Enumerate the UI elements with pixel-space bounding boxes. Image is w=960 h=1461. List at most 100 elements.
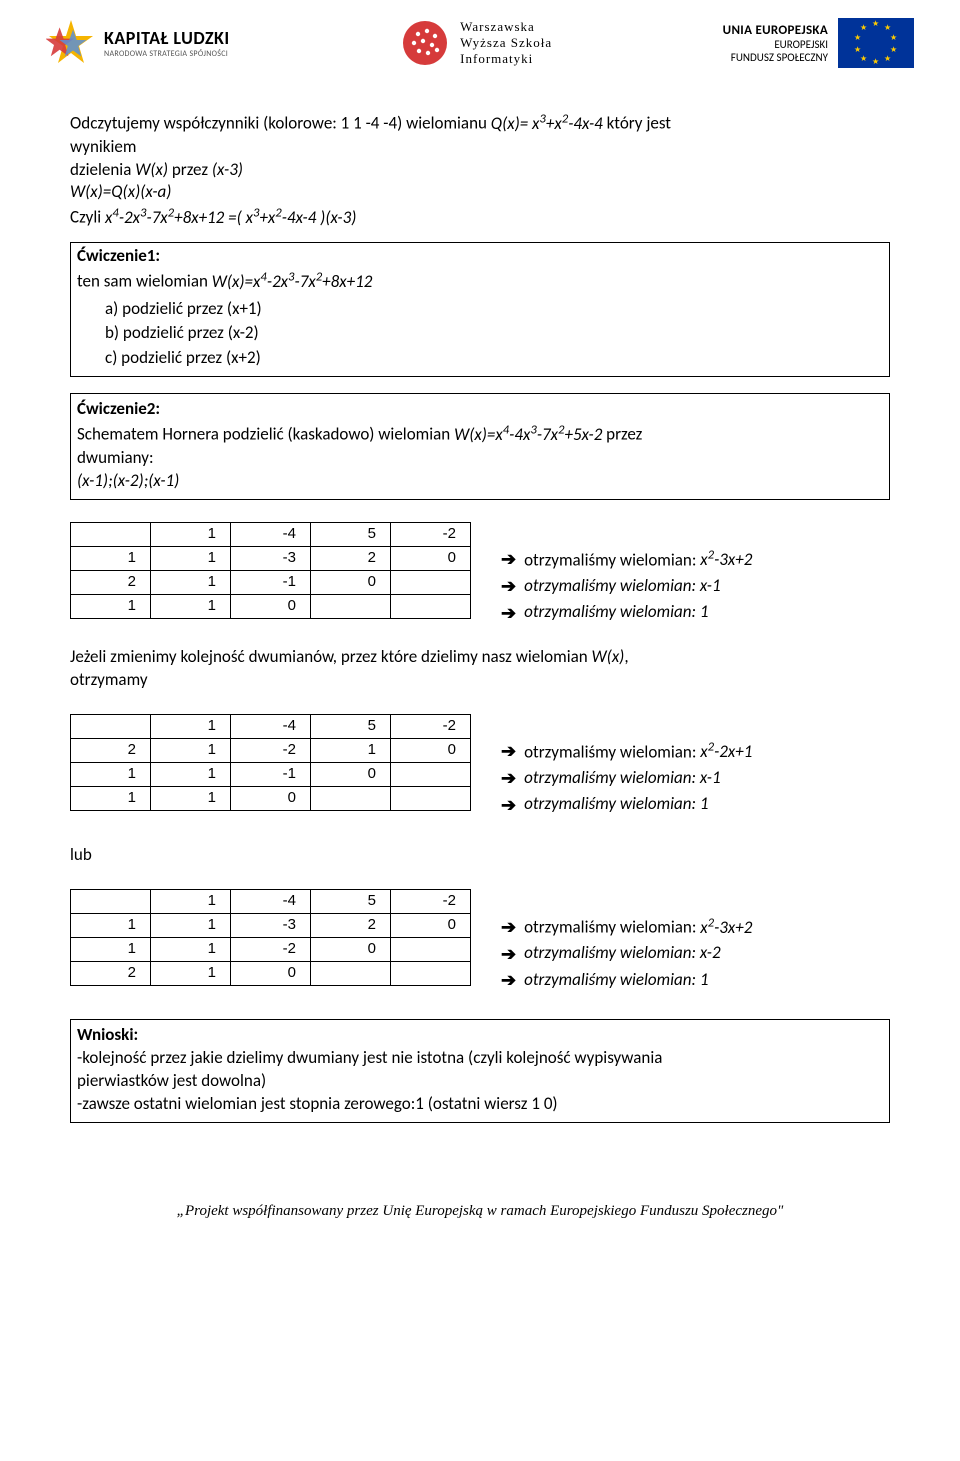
cell <box>71 714 151 738</box>
wwsi-line2: Wyższa Szkoła <box>460 35 552 51</box>
cell: 0 <box>311 570 391 594</box>
cell: 2 <box>71 961 151 985</box>
exercise-1-box: Ćwiczenie1: ten sam wielomian W(x)=x4-2x… <box>70 242 890 377</box>
cell: 1 <box>71 913 151 937</box>
text: Jeżeli zmienimy kolejność dwumianów, prz… <box>70 646 592 667</box>
text: otrzymaliśmy wielomian: 1 <box>524 969 708 992</box>
ue-title: UNIA EUROPEJSKA <box>723 23 828 38</box>
text: otrzymaliśmy wielomian: x-2 <box>524 942 721 965</box>
text: Schematem Hornera podzielić (kaskadowo) … <box>77 424 454 445</box>
cell: 1 <box>151 961 231 985</box>
result-line: ➔otrzymaliśmy wielomian: x-1 <box>501 574 752 598</box>
wnioski-title: Wnioski: <box>77 1024 138 1045</box>
cell: -4 <box>231 714 311 738</box>
ex2-title: Ćwiczenie2: <box>77 398 160 419</box>
arrow-icon: ➔ <box>501 793 516 817</box>
cell: -2 <box>391 889 471 913</box>
text: -zawsze ostatni wielomian jest stopnia z… <box>77 1093 558 1114</box>
cell: 1 <box>71 937 151 961</box>
cell: -2 <box>391 714 471 738</box>
ex1-title: Ćwiczenie1: <box>77 245 160 266</box>
cell <box>71 889 151 913</box>
page-header: KAPITAŁ LUDZKI NARODOWA STRATEGIA SPÓJNO… <box>0 0 960 76</box>
cell: 0 <box>311 762 391 786</box>
conclusions-box: Wnioski: -kolejność przez jakie dzielimy… <box>70 1019 890 1123</box>
result-line: ➔otrzymaliśmy wielomian: 1 <box>501 968 752 992</box>
text: dwumiany: <box>77 447 154 468</box>
list-item: b) podzielić przez (x-2) <box>105 322 883 345</box>
page-footer: „Projekt współfinansowany przez Unię Eur… <box>0 1159 960 1242</box>
cell: 0 <box>311 937 391 961</box>
list-item: c) podzielić przez (x+2) <box>105 347 883 370</box>
cell: -2 <box>231 738 311 762</box>
cell: 1 <box>151 762 231 786</box>
cell: 0 <box>231 594 311 618</box>
text: otrzymaliśmy wielomian: x-1 <box>524 575 721 598</box>
horner-table-1: 1 -4 5 -2 1 1 -3 2 0 2 1 -1 0 1 1 <box>70 522 471 619</box>
cell: 1 <box>151 738 231 762</box>
cell: 1 <box>151 714 231 738</box>
text: Odczytujemy współczynniki (kolorowe: 1 1… <box>70 113 491 134</box>
kl-title: KAPITAŁ LUDZKI <box>104 27 230 49</box>
formula: W(x)=Q(x)(x-a) <box>70 181 171 202</box>
arrow-icon: ➔ <box>501 915 516 939</box>
text: otrzymaliśmy wielomian: x-1 <box>524 767 721 790</box>
ue-sub1: EUROPEJSKI <box>774 38 828 51</box>
cell: 5 <box>311 522 391 546</box>
logo-kapital-ludzki: KAPITAŁ LUDZKI NARODOWA STRATEGIA SPÓJNO… <box>46 18 230 68</box>
cell: -1 <box>231 762 311 786</box>
cell <box>311 594 391 618</box>
cell: 1 <box>151 786 231 810</box>
cell: -3 <box>231 546 311 570</box>
logo-wwsi: Warszawska Wyższa Szkoła Informatyki <box>400 18 552 68</box>
cell <box>311 961 391 985</box>
cell: 2 <box>311 913 391 937</box>
cell: 2 <box>311 546 391 570</box>
wwsi-line1: Warszawska <box>460 19 552 35</box>
text: Czyli <box>70 207 105 228</box>
ue-text: UNIA EUROPEJSKA EUROPEJSKI FUNDUSZ SPOŁE… <box>723 23 828 64</box>
ex1-list: a) podzielić przez (x+1) b) podzielić pr… <box>105 298 883 371</box>
cell: 1 <box>151 522 231 546</box>
table-block-2: 1 -4 5 -2 2 1 -2 1 0 1 1 -1 0 1 1 <box>70 714 890 818</box>
results-2: ➔otrzymaliśmy wielomian: x2-2x+1 ➔ otrzym… <box>501 714 752 818</box>
text: -kolejność przez jakie dzielimy dwumiany… <box>77 1047 662 1068</box>
exercise-2-box: Ćwiczenie2: Schematem Hornera podzielić … <box>70 393 890 499</box>
text: przez <box>168 159 212 180</box>
logo-ue: UNIA EUROPEJSKA EUROPEJSKI FUNDUSZ SPOŁE… <box>723 18 914 68</box>
text: otrzymamy <box>70 669 148 690</box>
kl-text: KAPITAŁ LUDZKI NARODOWA STRATEGIA SPÓJNO… <box>104 27 230 59</box>
cell: -1 <box>231 570 311 594</box>
text: otrzymaliśmy wielomian: 1 <box>524 793 708 816</box>
table-block-1: 1 -4 5 -2 1 1 -3 2 0 2 1 -1 0 1 1 <box>70 522 890 626</box>
arrow-icon: ➔ <box>501 766 516 790</box>
cell: 5 <box>311 714 391 738</box>
cell: 1 <box>151 937 231 961</box>
cell: 0 <box>391 546 471 570</box>
results-1: ➔otrzymaliśmy wielomian: x2-3x+2 ➔otrzym… <box>501 522 752 626</box>
arrow-icon: ➔ <box>501 942 516 966</box>
cell: 2 <box>71 738 151 762</box>
cell: 1 <box>71 786 151 810</box>
cell: 1 <box>151 889 231 913</box>
cell: 5 <box>311 889 391 913</box>
cell: -2 <box>231 937 311 961</box>
cell: 1 <box>151 594 231 618</box>
cell <box>391 937 471 961</box>
cell: 1 <box>151 546 231 570</box>
text: , <box>624 646 628 667</box>
result-line: ➔ otrzymaliśmy wielomian: x-1 <box>501 766 752 790</box>
result-line: ➔otrzymaliśmy wielomian: x2-3x+2 <box>501 914 752 940</box>
text: przez <box>602 424 642 445</box>
result-line: ➔otrzymaliśmy wielomian: x2-2x+1 <box>501 739 752 765</box>
cell: 0 <box>231 786 311 810</box>
eu-flag-icon: ★★ ★★ ★★ ★★ ★★ <box>838 18 914 68</box>
cell: 1 <box>71 546 151 570</box>
cell <box>71 522 151 546</box>
cell <box>391 786 471 810</box>
wwsi-line3: Informatyki <box>460 51 552 67</box>
result-line: ➔otrzymaliśmy wielomian: 1 <box>501 601 752 625</box>
text: pierwiastków jest dowolna) <box>77 1070 266 1091</box>
cell <box>311 786 391 810</box>
text: wynikiem <box>70 136 136 157</box>
